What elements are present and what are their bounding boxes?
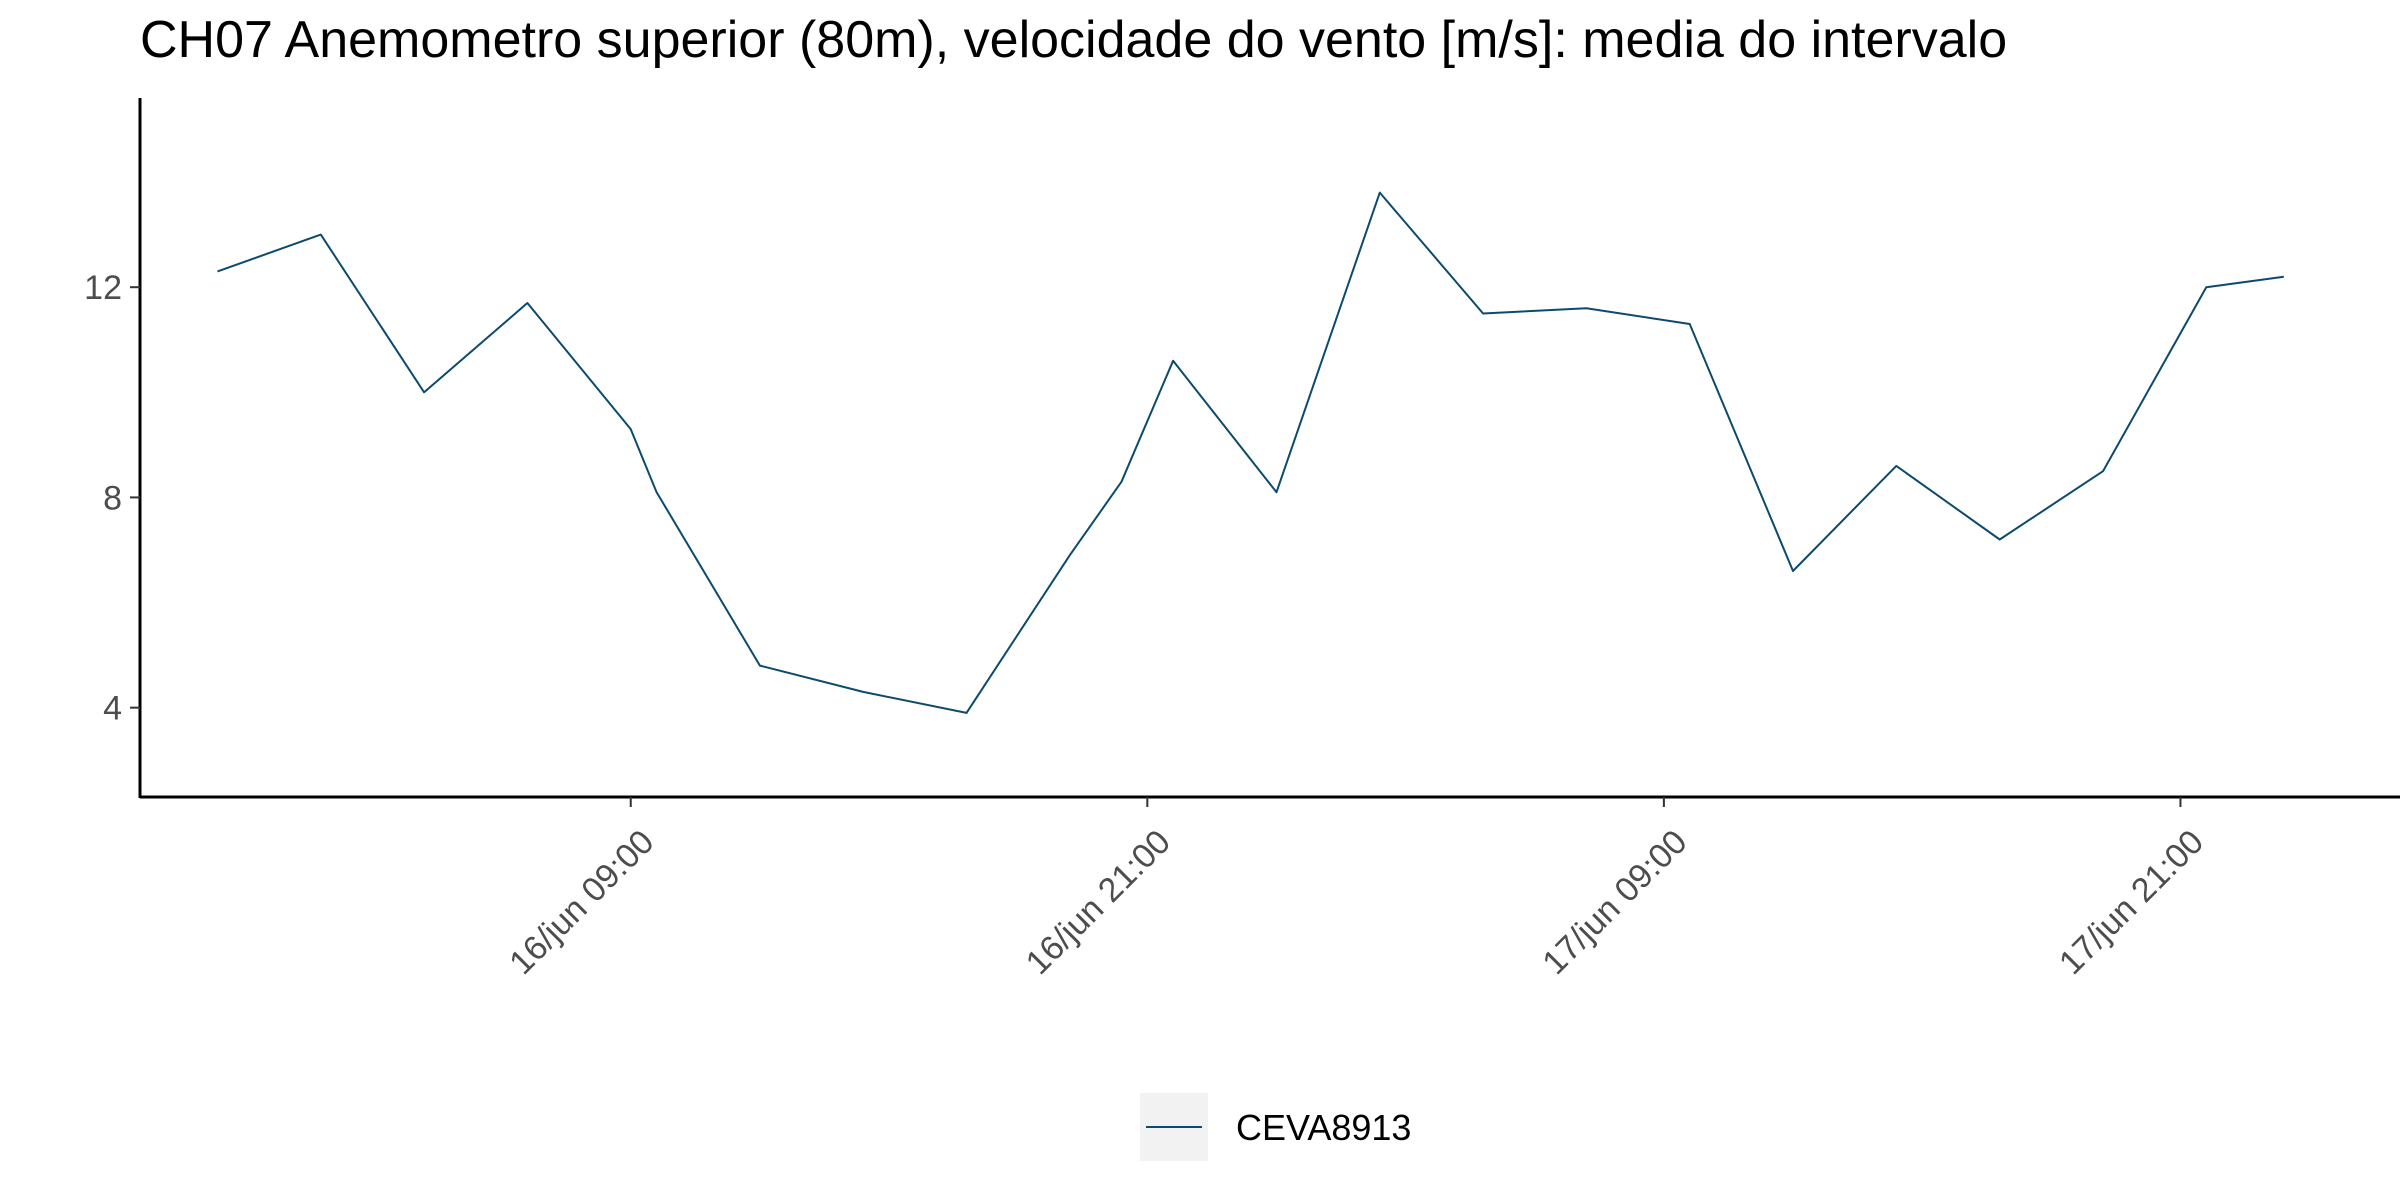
x-axis-ticks: 16/jun 09:00 16/jun 21:00 17/jun 09:00 17/j…: [502, 797, 2211, 982]
y-tick-label: 8: [103, 479, 122, 517]
y-axis-ticks: 4 8 12: [84, 269, 140, 728]
x-tick-label: 17/jun 21:00: [2052, 823, 2211, 982]
x-tick-label: 16/jun 09:00: [502, 823, 661, 982]
x-tick-label: 17/jun 09:00: [1535, 823, 1694, 982]
y-tick-label: 12: [84, 269, 122, 307]
legend-label: CEVA8913: [1236, 1107, 1411, 1148]
legend: CEVA8913: [1140, 1093, 1411, 1161]
series-line-ceva8913: [217, 191, 2284, 714]
chart-title: CH07 Anemometro superior (80m), velocida…: [140, 11, 2008, 69]
series-group: [217, 191, 2284, 714]
x-tick-label: 16/jun 21:00: [1019, 823, 1178, 982]
y-tick-label: 4: [103, 690, 122, 728]
